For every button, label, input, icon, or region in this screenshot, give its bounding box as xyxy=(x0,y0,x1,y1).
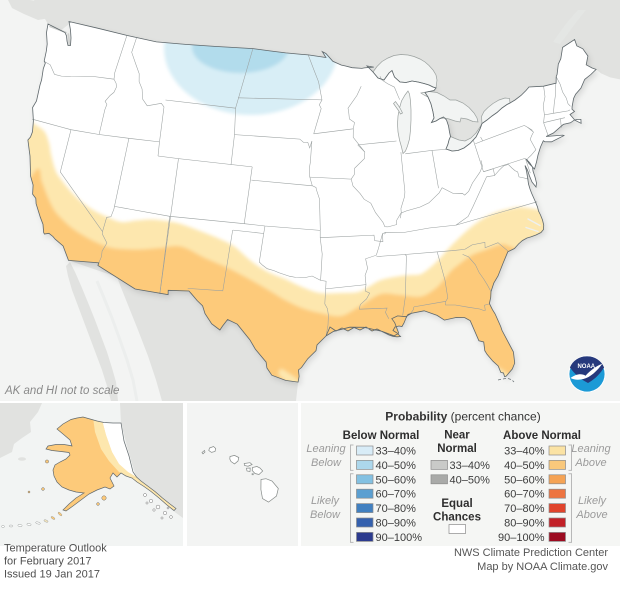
svg-text:60–70%: 60–70% xyxy=(504,489,545,501)
svg-text:70–80%: 70–80% xyxy=(376,503,417,515)
svg-text:90–100%: 90–100% xyxy=(498,532,545,544)
svg-text:Normal: Normal xyxy=(437,443,477,455)
svg-text:50–60%: 50–60% xyxy=(504,474,545,486)
svg-text:50–60%: 50–60% xyxy=(376,474,417,486)
svg-text:NWS Climate Prediction Center: NWS Climate Prediction Center xyxy=(454,547,608,559)
svg-text:AK and HI not to scale: AK and HI not to scale xyxy=(4,385,119,397)
svg-text:Likely: Likely xyxy=(578,495,608,507)
svg-text:Equal: Equal xyxy=(441,498,472,510)
svg-text:80–90%: 80–90% xyxy=(376,518,417,530)
svg-text:Below: Below xyxy=(311,457,342,469)
svg-text:40–50%: 40–50% xyxy=(376,460,417,472)
svg-text:Below: Below xyxy=(310,509,341,521)
svg-text:Chances: Chances xyxy=(433,512,481,524)
svg-text:Likely: Likely xyxy=(311,495,341,507)
svg-text:Above Normal: Above Normal xyxy=(503,430,581,442)
svg-text:Temperature Outlook: Temperature Outlook xyxy=(4,543,107,555)
svg-text:NOAA: NOAA xyxy=(577,364,595,370)
svg-text:for February 2017: for February 2017 xyxy=(4,556,91,568)
svg-text:40–50%: 40–50% xyxy=(450,474,491,486)
svg-text:90–100%: 90–100% xyxy=(376,532,423,544)
svg-text:Leaning: Leaning xyxy=(306,443,346,455)
svg-text:80–90%: 80–90% xyxy=(504,518,545,530)
svg-text:Issued 19 Jan 2017: Issued 19 Jan 2017 xyxy=(4,569,100,581)
svg-text:60–70%: 60–70% xyxy=(376,489,417,501)
svg-text:Below Normal: Below Normal xyxy=(343,430,420,442)
svg-text:70–80%: 70–80% xyxy=(504,503,545,515)
svg-text:Above: Above xyxy=(574,457,606,469)
svg-text:33–40%: 33–40% xyxy=(504,446,545,458)
svg-text:Leaning: Leaning xyxy=(571,443,611,455)
svg-text:Near: Near xyxy=(444,430,470,442)
svg-text:Map by NOAA Climate.gov: Map by NOAA Climate.gov xyxy=(477,561,608,573)
svg-text:33–40%: 33–40% xyxy=(376,446,417,458)
svg-text:Probability (percent chance): Probability (percent chance) xyxy=(385,410,540,424)
svg-text:40–50%: 40–50% xyxy=(504,460,545,472)
svg-text:Above: Above xyxy=(575,509,607,521)
svg-text:33–40%: 33–40% xyxy=(450,460,491,472)
